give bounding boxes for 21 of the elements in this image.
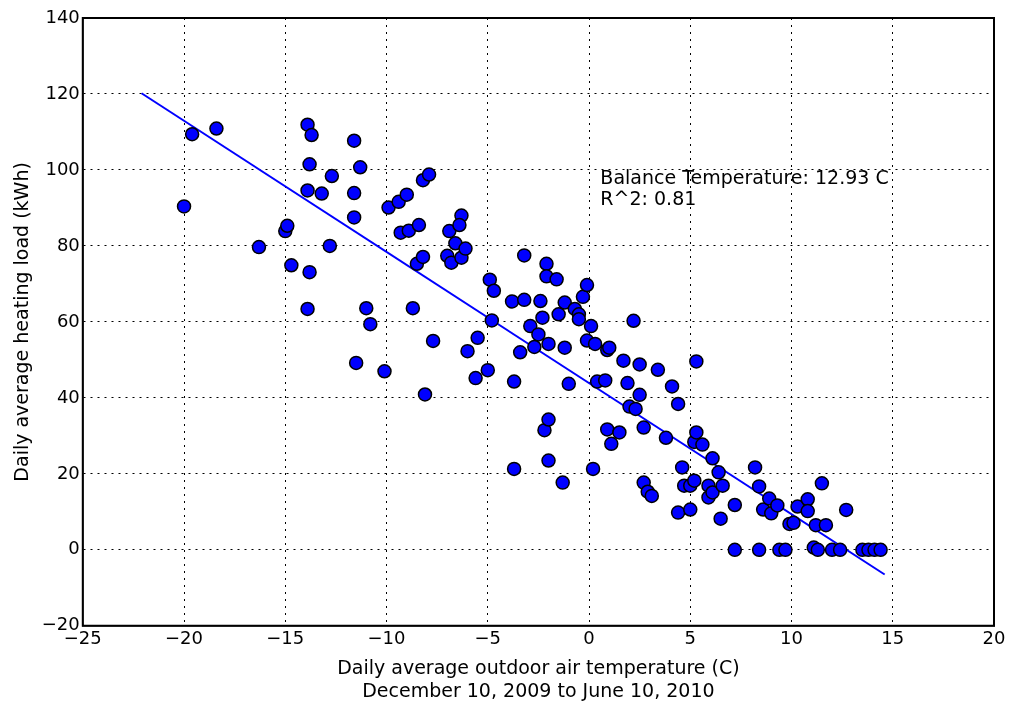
y-tick-label: 20 — [56, 461, 80, 483]
x-tick-label: −10 — [367, 627, 406, 649]
x-tick-label: 15 — [881, 627, 905, 649]
x-tick-label: 0 — [583, 627, 595, 649]
x-tick-label: 5 — [684, 627, 696, 649]
x-tick-label: 20 — [982, 627, 1006, 649]
annotation: R^2: 0.81 — [600, 187, 697, 210]
x-tick-label: −5 — [474, 627, 502, 649]
x-tick-label: −15 — [266, 627, 305, 649]
x-axis-title: Daily average outdoor air temperature (C) December 10, 2009 to June 10, 2010 — [337, 655, 740, 701]
x-tick-label: 10 — [780, 627, 803, 649]
x-tick-label: −20 — [165, 627, 204, 649]
y-tick-label: 60 — [56, 309, 80, 331]
y-axis-title: Daily average heating load (kWh) — [10, 162, 33, 482]
y-tick-label: 40 — [56, 385, 80, 407]
y-tick-label: 80 — [56, 233, 80, 255]
y-tick-label: 120 — [45, 81, 80, 103]
y-tick-label: 140 — [45, 5, 80, 27]
y-tick-label: 0 — [68, 537, 80, 559]
y-tick-label: 100 — [45, 157, 80, 179]
annotation: Balance Temperature: 12.93 C — [600, 166, 889, 189]
